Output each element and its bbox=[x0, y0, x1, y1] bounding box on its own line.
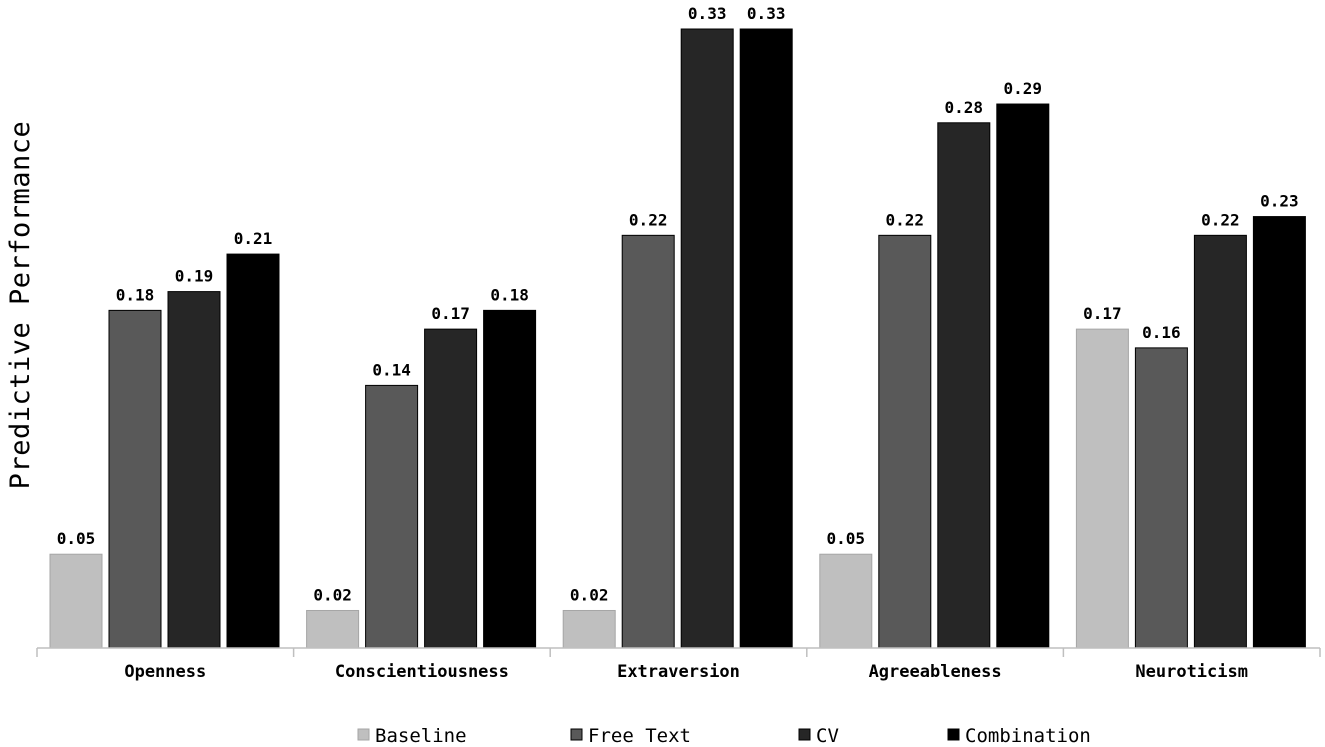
data-label-agreeableness-free-text: 0.22 bbox=[886, 210, 925, 229]
category-labels-group: Openness Conscientiousness Extraversion Agr… bbox=[124, 662, 1248, 682]
bar-openness-cv bbox=[167, 291, 221, 649]
data-label-agreeableness-combination: 0.29 bbox=[1004, 79, 1043, 98]
bar-conscientiousness-cv bbox=[424, 328, 478, 649]
data-labels-group: 0.05 0.18 0.19 0.21 0.02 0.14 0.17 0.18 0.02 0.22… bbox=[57, 4, 1299, 604]
data-label-extraversion-free-text: 0.22 bbox=[629, 210, 668, 229]
bar-conscientiousness-combination bbox=[483, 309, 537, 649]
data-label-agreeableness-cv: 0.28 bbox=[945, 98, 984, 117]
bar-openness-combination bbox=[226, 253, 280, 649]
bar-extraversion-cv bbox=[680, 28, 734, 649]
bar-agreeableness-baseline bbox=[819, 553, 873, 649]
bar-extraversion-free-text bbox=[621, 234, 675, 649]
bars-group bbox=[49, 28, 1306, 649]
legend-swatch-free-text bbox=[570, 728, 583, 741]
y-axis-label-group: Predictive Performance bbox=[5, 121, 36, 490]
data-label-conscientiousness-combination: 0.18 bbox=[490, 285, 529, 304]
data-label-openness-free-text: 0.18 bbox=[116, 285, 155, 304]
legend-swatch-cv bbox=[798, 728, 811, 741]
y-axis-label: Predictive Performance bbox=[5, 121, 36, 490]
bar-neuroticism-combination bbox=[1252, 216, 1306, 649]
bar-agreeableness-combination bbox=[996, 103, 1050, 649]
bar-neuroticism-cv bbox=[1193, 234, 1247, 649]
bar-conscientiousness-baseline bbox=[306, 609, 360, 649]
data-label-openness-cv: 0.19 bbox=[175, 267, 214, 286]
legend: Baseline Free Text CV Combination bbox=[357, 725, 1091, 747]
data-label-neuroticism-free-text: 0.16 bbox=[1142, 323, 1181, 342]
legend-swatch-baseline bbox=[357, 728, 370, 741]
data-label-openness-baseline: 0.05 bbox=[57, 529, 96, 548]
bar-openness-free-text bbox=[108, 309, 162, 649]
data-label-extraversion-baseline: 0.02 bbox=[570, 585, 609, 604]
bar-conscientiousness-free-text bbox=[365, 384, 419, 649]
data-label-neuroticism-baseline: 0.17 bbox=[1083, 304, 1122, 323]
legend-label-baseline: Baseline bbox=[375, 725, 467, 747]
data-label-openness-combination: 0.21 bbox=[234, 229, 273, 248]
bar-agreeableness-cv bbox=[937, 122, 991, 649]
data-label-conscientiousness-free-text: 0.14 bbox=[372, 360, 411, 379]
bar-openness-baseline bbox=[49, 553, 103, 649]
data-label-agreeableness-baseline: 0.05 bbox=[827, 529, 866, 548]
data-label-conscientiousness-baseline: 0.02 bbox=[313, 585, 352, 604]
data-label-extraversion-cv: 0.33 bbox=[688, 4, 727, 23]
category-label-agreeableness: Agreeableness bbox=[869, 662, 1002, 682]
category-label-conscientiousness: Conscientiousness bbox=[335, 662, 509, 682]
legend-label-cv: CV bbox=[816, 725, 839, 747]
x-axis bbox=[36, 647, 1321, 657]
bar-neuroticism-free-text bbox=[1134, 347, 1188, 649]
legend-label-combination: Combination bbox=[965, 725, 1091, 747]
legend-label-free-text: Free Text bbox=[588, 725, 691, 747]
bar-neuroticism-baseline bbox=[1075, 328, 1129, 649]
data-label-extraversion-combination: 0.33 bbox=[747, 4, 786, 23]
category-label-neuroticism: Neuroticism bbox=[1135, 662, 1248, 682]
legend-swatch-combination bbox=[947, 728, 960, 741]
category-label-openness: Openness bbox=[124, 662, 206, 682]
bar-extraversion-baseline bbox=[562, 609, 616, 649]
data-label-neuroticism-combination: 0.23 bbox=[1260, 192, 1299, 211]
data-label-conscientiousness-cv: 0.17 bbox=[431, 304, 470, 323]
bar-extraversion-combination bbox=[739, 28, 793, 649]
bar-agreeableness-free-text bbox=[878, 234, 932, 649]
category-label-extraversion: Extraversion bbox=[617, 662, 740, 682]
data-label-neuroticism-cv: 0.22 bbox=[1201, 210, 1240, 229]
